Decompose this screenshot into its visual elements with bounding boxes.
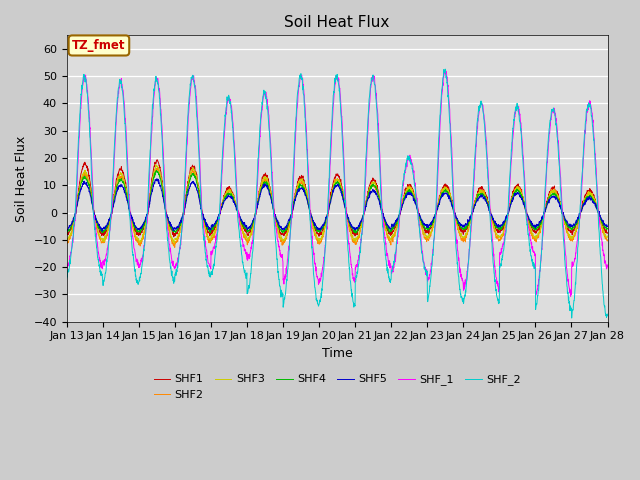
SHF4 — [495, 226, 502, 232]
SHF4 — [214, 215, 221, 221]
SHF4 — [365, 189, 372, 195]
SHF1 — [154, 157, 161, 163]
SHF5 — [556, 203, 564, 208]
SHF5 — [99, 228, 106, 234]
Line: SHF3: SHF3 — [67, 165, 607, 243]
SHF4 — [556, 202, 564, 207]
SHF2 — [171, 244, 179, 250]
SHF4 — [572, 223, 579, 229]
SHF_2 — [495, 299, 502, 305]
SHF2 — [556, 201, 564, 207]
Line: SHF_1: SHF_1 — [67, 71, 607, 296]
Line: SHF1: SHF1 — [67, 160, 607, 237]
Line: SHF_2: SHF_2 — [67, 69, 607, 318]
SHF2 — [154, 165, 161, 170]
SHF4 — [352, 230, 360, 236]
SHF5 — [495, 223, 502, 228]
Line: SHF2: SHF2 — [67, 168, 607, 247]
SHF4 — [353, 228, 361, 233]
SHF_2 — [572, 284, 579, 290]
SHF5 — [353, 225, 361, 230]
SHF_1 — [364, 118, 372, 124]
SHF3 — [171, 240, 179, 246]
SHF2 — [353, 238, 361, 244]
SHF_1 — [572, 256, 579, 262]
SHF5 — [572, 221, 579, 227]
Line: SHF4: SHF4 — [67, 170, 607, 233]
SHF3 — [152, 162, 160, 168]
SHF2 — [365, 192, 372, 197]
SHF1 — [353, 232, 361, 238]
SHF5 — [63, 227, 70, 232]
SHF1 — [214, 217, 222, 223]
SHF1 — [170, 234, 177, 240]
SHF5 — [604, 224, 611, 229]
SHF3 — [495, 233, 502, 239]
SHF4 — [604, 226, 611, 231]
SHF_2 — [364, 111, 372, 117]
Line: SHF5: SHF5 — [67, 179, 607, 231]
SHF3 — [365, 188, 372, 194]
SHF_2 — [214, 229, 221, 235]
SHF_1 — [442, 68, 450, 74]
SHF_2 — [353, 275, 360, 280]
SHF3 — [63, 236, 70, 242]
SHF3 — [556, 200, 564, 205]
SHF1 — [604, 230, 611, 236]
SHF_1 — [495, 284, 502, 289]
Y-axis label: Soil Heat Flux: Soil Heat Flux — [15, 135, 28, 222]
SHF_2 — [604, 312, 611, 317]
SHF2 — [604, 237, 611, 243]
SHF5 — [214, 214, 222, 219]
SHF_2 — [442, 66, 449, 72]
SHF3 — [214, 219, 222, 225]
SHF4 — [153, 168, 161, 173]
X-axis label: Time: Time — [322, 347, 353, 360]
SHF1 — [63, 229, 70, 235]
Title: Soil Heat Flux: Soil Heat Flux — [284, 15, 390, 30]
SHF_1 — [604, 264, 611, 270]
SHF1 — [495, 229, 502, 235]
SHF_2 — [556, 173, 564, 179]
SHF_1 — [63, 266, 70, 272]
SHF_2 — [63, 276, 70, 282]
SHF1 — [556, 199, 564, 204]
SHF_2 — [568, 315, 575, 321]
Legend: SHF1, SHF2, SHF3, SHF4, SHF5, SHF_1, SHF_2: SHF1, SHF2, SHF3, SHF4, SHF5, SHF_1, SHF… — [149, 370, 525, 405]
SHF2 — [214, 220, 222, 226]
Text: TZ_fmet: TZ_fmet — [72, 39, 125, 52]
SHF5 — [365, 195, 372, 201]
SHF4 — [63, 229, 70, 235]
SHF1 — [365, 185, 372, 191]
SHF_1 — [214, 228, 221, 234]
SHF1 — [572, 224, 579, 230]
SHF_1 — [353, 262, 360, 268]
SHF2 — [63, 240, 70, 246]
SHF5 — [153, 176, 161, 181]
SHF_1 — [567, 293, 575, 299]
SHF2 — [495, 238, 502, 244]
SHF3 — [572, 230, 579, 236]
SHF2 — [572, 232, 579, 238]
SHF3 — [604, 233, 611, 239]
SHF3 — [353, 236, 361, 242]
SHF_1 — [556, 166, 564, 171]
